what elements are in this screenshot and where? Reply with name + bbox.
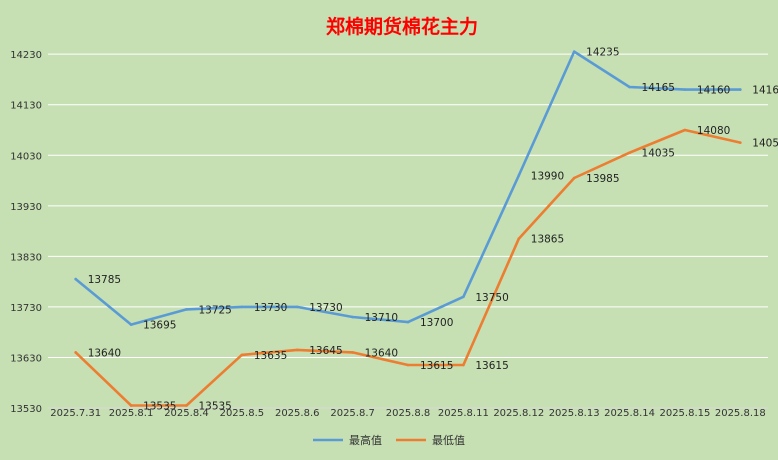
data-point [74, 351, 77, 354]
data-label: 14160 [697, 85, 730, 97]
data-label: 13730 [309, 302, 342, 314]
data-point [185, 404, 188, 407]
data-point [628, 85, 631, 89]
y-tick-label: 14030 [10, 151, 42, 162]
data-point [129, 404, 133, 407]
x-tick-label: 2025.8.7 [330, 408, 375, 419]
data-point [572, 176, 576, 180]
gridlines [48, 53, 768, 409]
data-label: 13615 [475, 360, 508, 372]
data-point [240, 305, 244, 309]
x-tick-label: 2025.8.6 [275, 408, 320, 419]
x-tick-label: 2025.7.31 [50, 408, 101, 419]
data-label: 14165 [642, 82, 675, 94]
y-axis-ticks: 13530 13630 13730 13830 13930 14030 14130 14230 [10, 50, 42, 415]
data-label: 14160 [752, 85, 778, 97]
x-tick-label: 2025.8.5 [220, 408, 265, 419]
y-tick-label: 13530 [10, 404, 42, 415]
data-point [74, 277, 77, 281]
data-point [517, 237, 521, 240]
series-lines [74, 50, 742, 407]
y-tick-label: 13930 [10, 202, 42, 213]
data-label: 13865 [531, 234, 564, 246]
data-label: 13640 [365, 347, 398, 359]
data-label: 13710 [365, 312, 398, 324]
data-point [406, 320, 410, 324]
data-label: 13750 [475, 292, 508, 304]
data-point [572, 50, 576, 53]
data-point [739, 88, 742, 91]
data-label: 14235 [586, 47, 619, 59]
data-point [351, 315, 354, 319]
data-label: 13785 [88, 274, 121, 286]
data-label: 14055 [752, 138, 778, 150]
data-label: 13635 [254, 350, 287, 362]
data-label: 13700 [420, 317, 453, 329]
data-labels: 13785 13695 13725 13730 13730 13710 13700 13750… [88, 47, 778, 413]
x-tick-label: 2025.8.1 [109, 408, 154, 419]
data-label: 13985 [586, 173, 619, 185]
data-label: 13990 [531, 170, 564, 182]
data-point [129, 323, 133, 326]
legend-label: 最低值 [432, 434, 465, 447]
y-tick-label: 13630 [10, 353, 42, 364]
data-point [628, 151, 631, 155]
y-tick-label: 14130 [10, 101, 42, 112]
legend: 最高值 最低值 [313, 433, 465, 447]
x-tick-label: 2025.8.4 [164, 408, 209, 419]
x-tick-label: 2025.8.8 [386, 408, 431, 419]
x-tick-label: 2025.8.18 [715, 408, 766, 419]
legend-label: 最高值 [349, 433, 382, 447]
x-tick-label: 2025.8.14 [604, 408, 655, 419]
data-label: 13615 [420, 360, 453, 372]
data-label: 13535 [143, 400, 176, 412]
data-label: 13730 [254, 302, 287, 314]
x-tick-label: 2025.8.11 [438, 408, 489, 419]
data-point [683, 88, 687, 91]
data-point [462, 295, 465, 299]
y-tick-label: 14230 [10, 50, 42, 61]
y-tick-label: 13830 [10, 252, 42, 263]
data-point [351, 351, 354, 354]
chart-title: 郑棉期货棉花主力 [326, 15, 478, 38]
data-point [683, 128, 687, 132]
data-label: 13695 [143, 320, 176, 332]
data-point [295, 348, 299, 352]
data-label: 14080 [697, 125, 730, 137]
data-point [240, 353, 244, 357]
data-point [185, 308, 188, 311]
x-tick-label: 2025.8.15 [659, 408, 710, 419]
data-label: 13640 [88, 347, 121, 359]
data-point [462, 363, 465, 367]
x-axis-ticks: 2025.7.31 2025.8.1 2025.8.4 2025.8.5 2025.8.… [50, 408, 766, 419]
data-point [739, 141, 742, 144]
data-label: 13725 [198, 304, 231, 316]
x-tick-label: 2025.8.13 [549, 408, 600, 419]
data-label: 13645 [309, 345, 342, 357]
y-tick-label: 13730 [10, 303, 42, 314]
data-point [517, 174, 521, 177]
data-label: 13535 [198, 400, 231, 412]
x-tick-label: 2025.8.12 [493, 408, 544, 419]
data-point [295, 305, 299, 309]
data-point [406, 363, 410, 367]
data-label: 14035 [642, 148, 675, 160]
